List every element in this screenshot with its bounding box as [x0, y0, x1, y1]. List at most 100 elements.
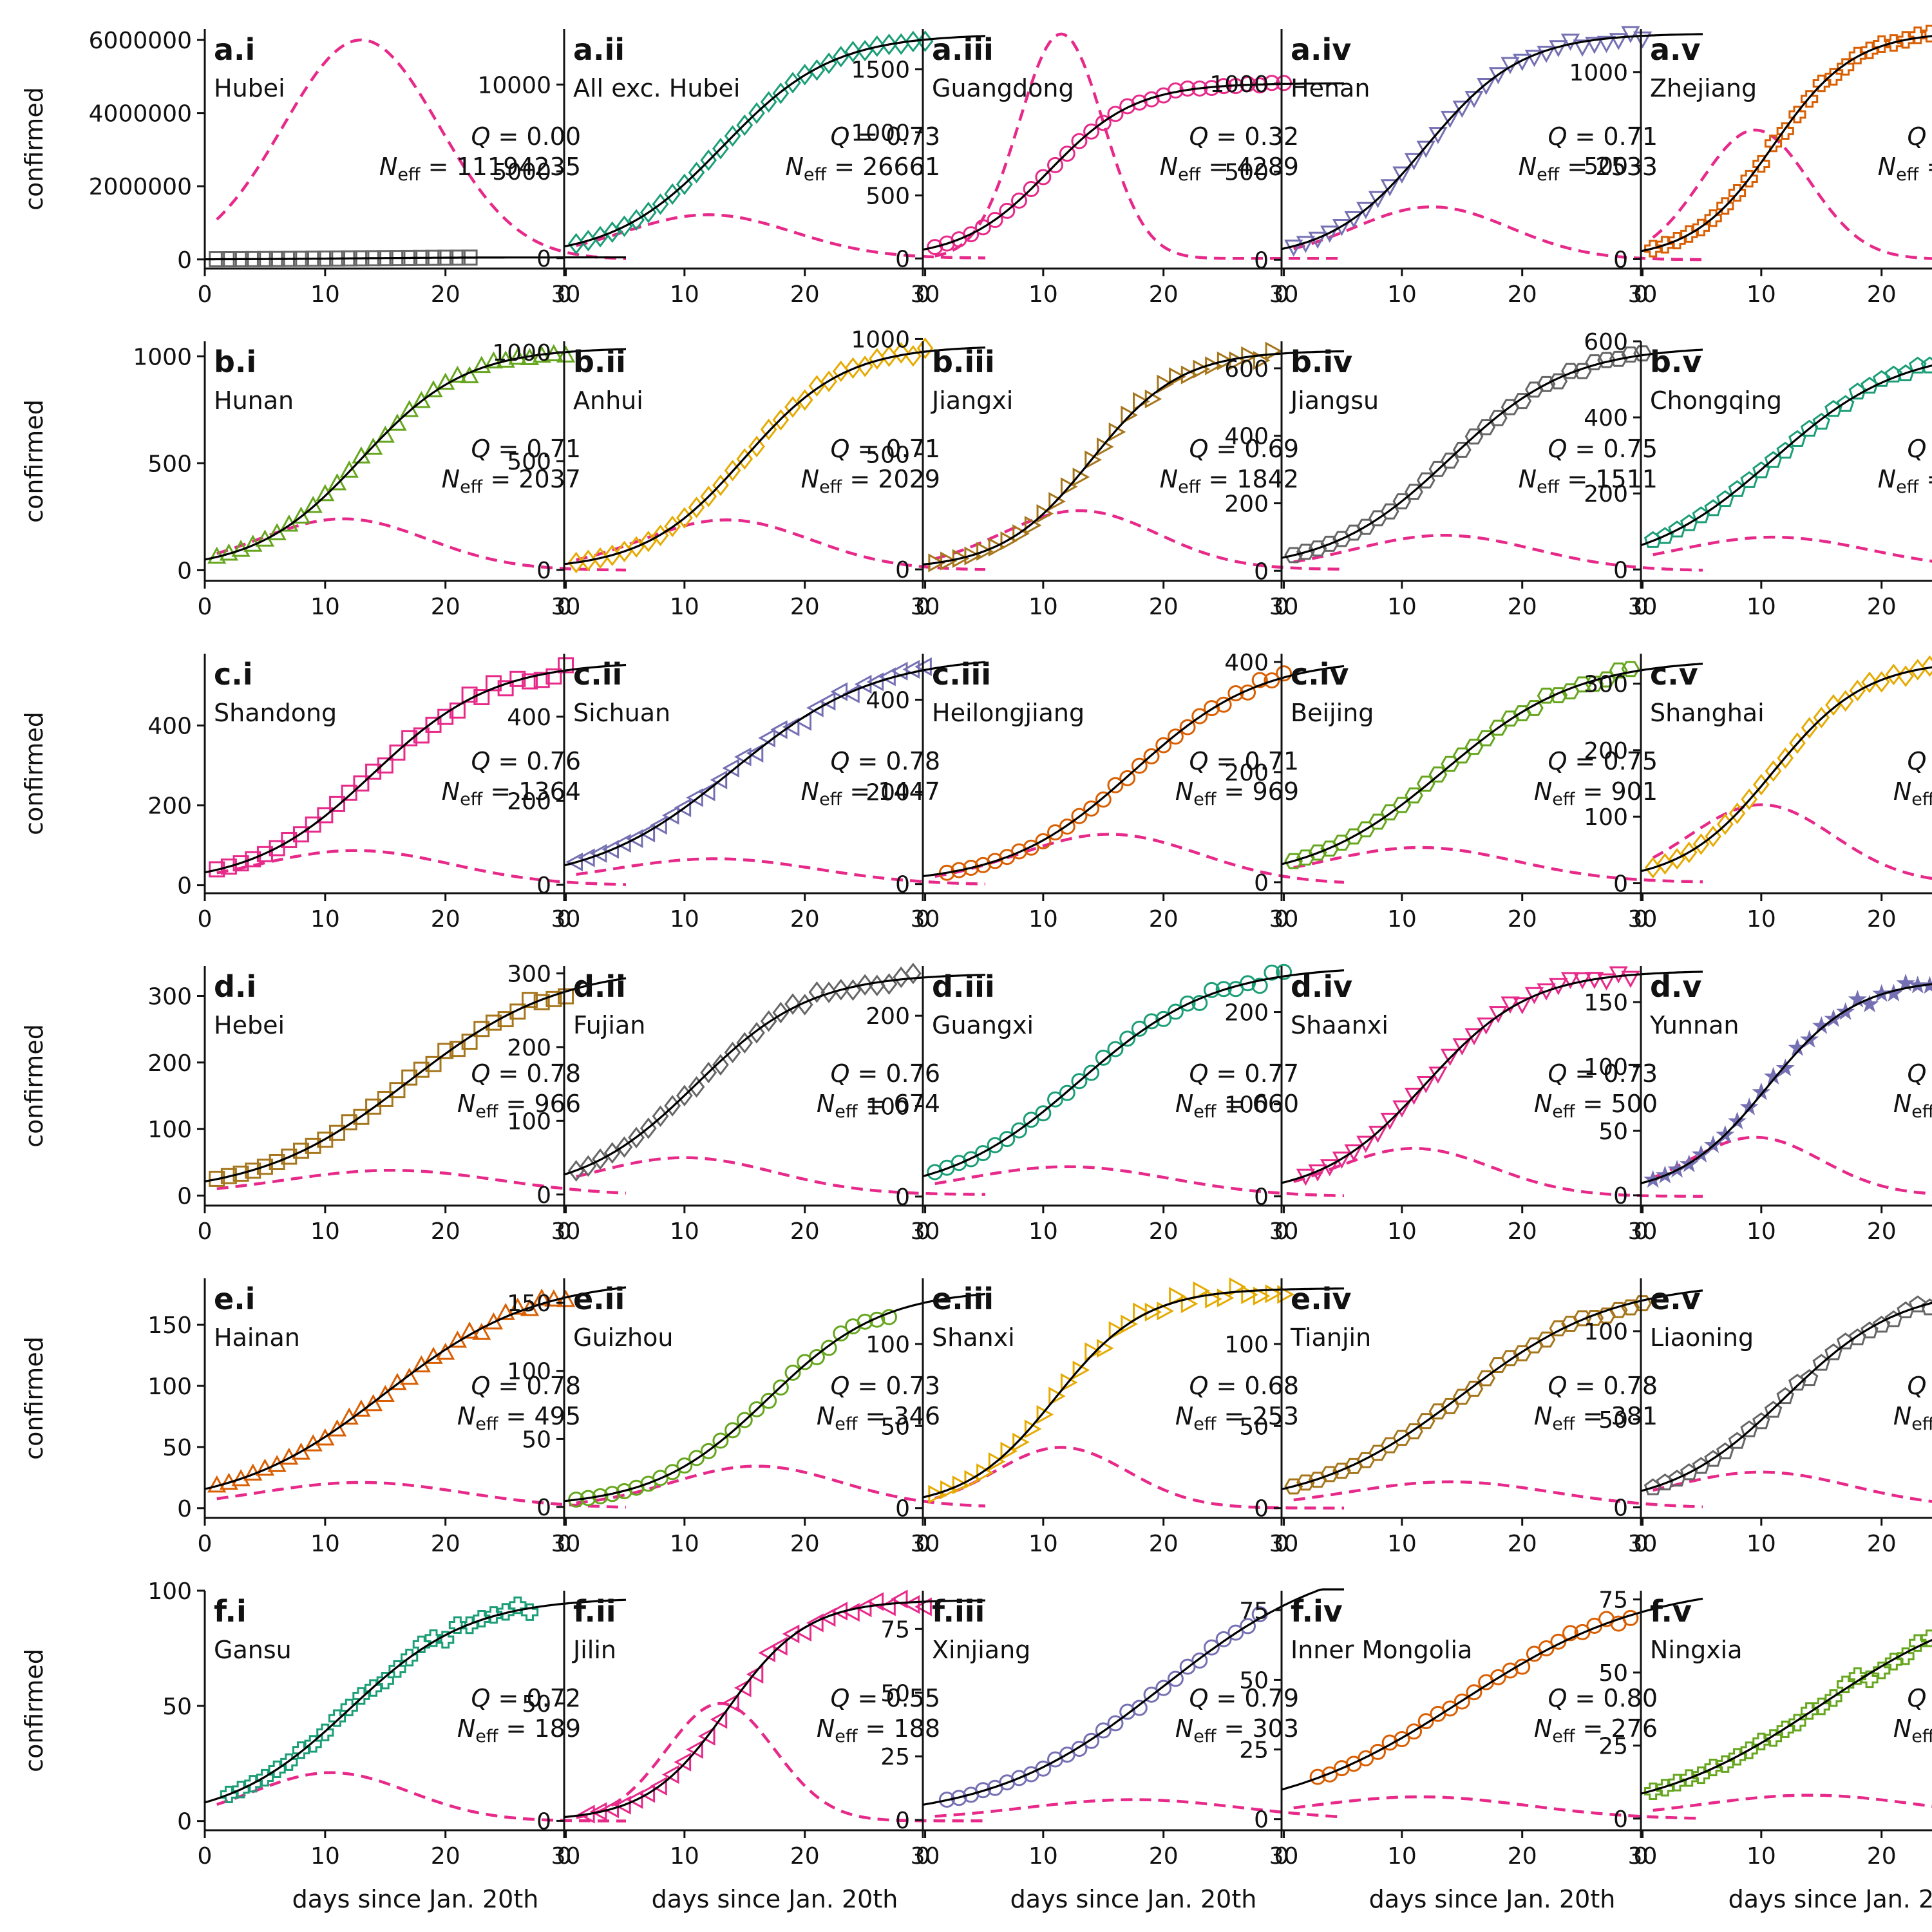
data-point: [1095, 1049, 1112, 1066]
data-point: [772, 409, 790, 431]
fit-curve: [1640, 983, 1932, 1184]
data-point: [1157, 1302, 1175, 1321]
x-tick-label: 10: [1028, 594, 1058, 620]
x-axis-label: days since Jan. 20th: [1369, 1885, 1616, 1913]
data-point: [1107, 1041, 1124, 1057]
y-tick-label: 4000000: [89, 101, 192, 128]
y-tick-label: 400: [507, 705, 551, 731]
neff-stat: Neff = 969: [1175, 777, 1299, 810]
data-point: [1477, 1017, 1496, 1035]
data-point: [1084, 450, 1102, 469]
region-label: Shanxi: [932, 1323, 1015, 1352]
neff-stat: Neff = 11194235: [379, 153, 581, 185]
data-point: [578, 1804, 595, 1824]
x-tick-label: 10: [1747, 906, 1776, 933]
data-point: [927, 239, 943, 256]
infected-curve: [1293, 1147, 1703, 1198]
data-point: [1765, 760, 1782, 782]
data-point: [1240, 1618, 1256, 1634]
data-point: [303, 495, 323, 513]
panel-label: e.v: [1650, 1282, 1701, 1316]
data-point: [1861, 671, 1878, 694]
y-tick-label: 200: [866, 780, 910, 806]
x-axis-label: days since Jan. 20th: [652, 1885, 898, 1913]
neff-stat: Neff = 500: [1534, 1090, 1658, 1122]
data-point: [1490, 1669, 1506, 1685]
fit-curve: [1281, 971, 1703, 1184]
infected-curve: [934, 509, 1344, 571]
infected-curve: [1293, 846, 1703, 884]
data-point: [1801, 1702, 1819, 1720]
infected-curve: [934, 1446, 1344, 1510]
q-stat: Q = 0.79: [1907, 1684, 1932, 1712]
data-point: [1143, 1686, 1160, 1703]
data-point: [437, 1043, 454, 1059]
data-point: [497, 1603, 515, 1621]
data-point: [748, 102, 765, 124]
data-point: [1452, 1038, 1472, 1056]
y-tick-label: 0: [536, 558, 551, 584]
fit-curve: [1281, 33, 1703, 251]
neff-stat: Neff = 1842: [1160, 465, 1299, 497]
data-point: [1464, 1380, 1484, 1397]
data-point: [638, 823, 656, 843]
data-point: [1884, 983, 1903, 1002]
data-point: [232, 1781, 250, 1799]
data-point: [339, 460, 359, 478]
x-tick-label: 10: [670, 1843, 699, 1870]
data-point: [1848, 46, 1866, 64]
data-point: [697, 1727, 715, 1746]
x-tick-label: 10: [310, 906, 340, 933]
panel-label: a.iii: [932, 32, 994, 67]
x-tick-label: 10: [1028, 281, 1058, 308]
y-tick-label: 50: [880, 1414, 910, 1440]
q-stat: Q = 0.71: [1189, 747, 1299, 775]
data-point: [1284, 853, 1303, 869]
q-stat: Q = 0.77: [1907, 435, 1932, 463]
data-point: [1908, 975, 1927, 994]
x-tick-label: 30: [551, 1218, 581, 1245]
x-tick-label: 20: [1508, 906, 1537, 933]
data-point: [389, 1082, 406, 1099]
x-tick-label: 10: [310, 594, 340, 620]
infected-curve: [1653, 1470, 1932, 1503]
data-point: [1072, 1360, 1090, 1380]
data-point: [712, 1432, 729, 1449]
fit-curve: [204, 977, 627, 1183]
fit-curve: [922, 969, 1345, 1178]
data-point: [1405, 1423, 1423, 1440]
region-label: Yunnan: [1649, 1011, 1739, 1039]
data-point: [1788, 106, 1806, 124]
data-point: [1703, 1135, 1723, 1153]
y-axis-label: confirmed: [20, 1649, 48, 1772]
data-point: [377, 757, 393, 774]
neff-stat: Neff = 253: [1175, 1402, 1299, 1434]
x-tick-label: 0: [557, 594, 572, 620]
data-point: [940, 551, 958, 571]
y-tick-label: 100: [866, 1332, 910, 1358]
data-point: [1537, 687, 1556, 704]
data-point: [1416, 472, 1435, 489]
neff-stat: Neff = 188: [817, 1714, 940, 1747]
y-tick-label: 100: [147, 1117, 192, 1143]
data-point: [1155, 737, 1172, 753]
infected-curve: [576, 857, 986, 886]
data-point: [1585, 354, 1604, 371]
y-tick-label: 10000: [477, 72, 551, 99]
data-point: [1621, 1299, 1640, 1316]
y-tick-label: 0: [536, 1182, 551, 1209]
data-point: [952, 1475, 970, 1495]
panel-label: d.iii: [932, 969, 995, 1004]
data-point: [1909, 1634, 1927, 1652]
y-tick-label: 500: [507, 449, 551, 475]
data-point: [712, 1054, 729, 1076]
y-tick-label: 0: [1254, 247, 1269, 274]
infected-curve: [1293, 205, 1703, 261]
x-tick-label: 10: [1028, 1843, 1058, 1870]
data-point: [245, 851, 261, 867]
data-point: [304, 1735, 322, 1753]
x-tick-label: 20: [431, 1843, 460, 1870]
data-point: [1596, 35, 1616, 53]
data-markers: [1284, 1295, 1652, 1495]
x-tick-label: 10: [1747, 281, 1776, 308]
